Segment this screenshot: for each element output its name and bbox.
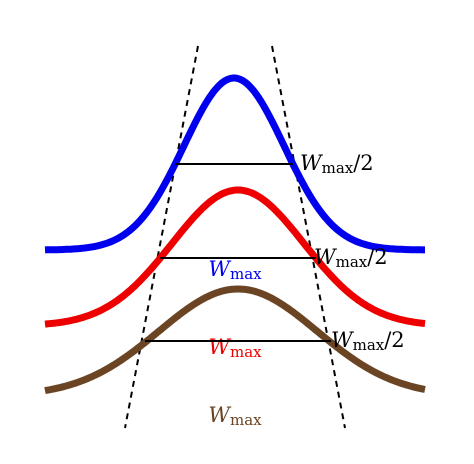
symbol: W bbox=[208, 335, 232, 359]
dashed-line bbox=[271, 45, 346, 429]
symbol: W bbox=[208, 257, 232, 281]
math-label: Wmax/2 bbox=[300, 151, 374, 178]
subscript: max bbox=[353, 336, 385, 354]
math-label: Wmax bbox=[208, 335, 262, 362]
symbol: W bbox=[208, 403, 232, 427]
suffix: /2 bbox=[384, 328, 404, 352]
symbol: W bbox=[331, 328, 355, 352]
math-label: Wmax/2 bbox=[314, 245, 388, 272]
math-label: Wmax bbox=[208, 403, 262, 430]
curve bbox=[44, 186, 426, 328]
curve bbox=[44, 285, 426, 395]
symbol: W bbox=[314, 245, 338, 269]
suffix: /2 bbox=[367, 245, 387, 269]
math-label: Wmax/2 bbox=[331, 328, 405, 355]
subscript: max bbox=[230, 343, 262, 361]
subscript: max bbox=[336, 253, 368, 271]
subscript: max bbox=[230, 265, 262, 283]
dashed-line bbox=[124, 45, 199, 429]
subscript: max bbox=[230, 411, 262, 429]
symbol: W bbox=[300, 151, 324, 175]
subscript: max bbox=[322, 159, 354, 177]
curve bbox=[44, 74, 425, 254]
suffix: /2 bbox=[353, 151, 373, 175]
math-label: Wmax bbox=[208, 257, 262, 284]
